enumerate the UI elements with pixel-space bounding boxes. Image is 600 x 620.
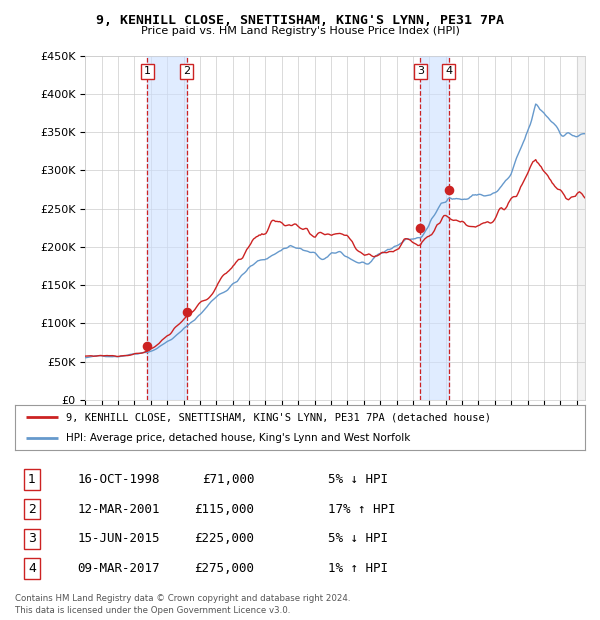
Text: 15-JUN-2015: 15-JUN-2015: [78, 533, 160, 546]
Text: 3: 3: [417, 66, 424, 76]
Text: 3: 3: [28, 533, 36, 546]
Text: 4: 4: [445, 66, 452, 76]
Text: 2: 2: [183, 66, 190, 76]
Text: £115,000: £115,000: [194, 503, 254, 516]
Point: [444, 185, 454, 195]
Text: 1% ↑ HPI: 1% ↑ HPI: [329, 562, 389, 575]
Text: £275,000: £275,000: [194, 562, 254, 575]
Text: HPI: Average price, detached house, King's Lynn and West Norfolk: HPI: Average price, detached house, King…: [66, 433, 410, 443]
Text: 5% ↓ HPI: 5% ↓ HPI: [329, 533, 389, 546]
Bar: [148, 56, 187, 400]
Text: £225,000: £225,000: [194, 533, 254, 546]
Text: 2: 2: [28, 503, 36, 516]
Text: 12-MAR-2001: 12-MAR-2001: [78, 503, 160, 516]
Text: 9, KENHILL CLOSE, SNETTISHAM, KING'S LYNN, PE31 7PA (detached house): 9, KENHILL CLOSE, SNETTISHAM, KING'S LYN…: [66, 412, 491, 422]
Text: 1: 1: [144, 66, 151, 76]
Text: 1: 1: [28, 473, 36, 486]
Point: [182, 307, 191, 317]
Text: Price paid vs. HM Land Registry's House Price Index (HPI): Price paid vs. HM Land Registry's House …: [140, 26, 460, 36]
Text: 5% ↓ HPI: 5% ↓ HPI: [329, 473, 389, 486]
Text: 09-MAR-2017: 09-MAR-2017: [78, 562, 160, 575]
Text: This data is licensed under the Open Government Licence v3.0.: This data is licensed under the Open Gov…: [15, 606, 290, 616]
Text: 9, KENHILL CLOSE, SNETTISHAM, KING'S LYNN, PE31 7PA: 9, KENHILL CLOSE, SNETTISHAM, KING'S LYN…: [96, 14, 504, 27]
Text: £71,000: £71,000: [202, 473, 254, 486]
Text: 17% ↑ HPI: 17% ↑ HPI: [329, 503, 396, 516]
Bar: [421, 56, 449, 400]
Text: 4: 4: [28, 562, 36, 575]
Text: 16-OCT-1998: 16-OCT-1998: [78, 473, 160, 486]
Point: [143, 340, 152, 350]
Text: Contains HM Land Registry data © Crown copyright and database right 2024.: Contains HM Land Registry data © Crown c…: [15, 594, 350, 603]
Point: [416, 223, 425, 233]
